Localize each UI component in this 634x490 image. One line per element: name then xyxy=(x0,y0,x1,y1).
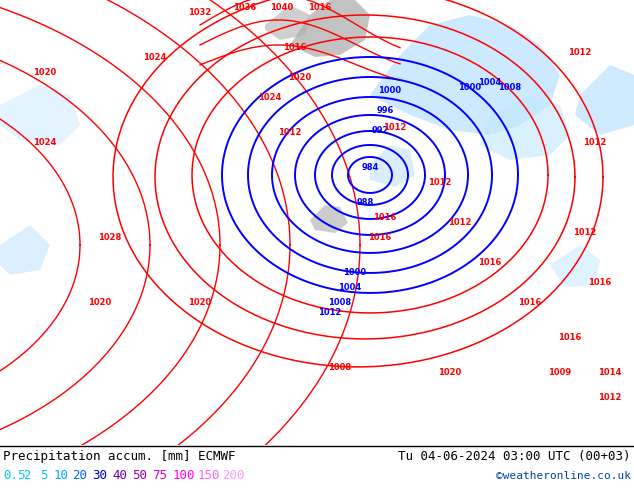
Text: 75: 75 xyxy=(152,469,167,482)
Text: 1000: 1000 xyxy=(458,83,482,92)
Polygon shape xyxy=(480,95,570,160)
Text: 1012: 1012 xyxy=(448,218,472,227)
Text: 1016: 1016 xyxy=(519,298,541,307)
Text: 996: 996 xyxy=(377,106,394,115)
Text: 1012: 1012 xyxy=(429,178,451,187)
Text: 1020: 1020 xyxy=(438,368,462,377)
Text: 1036: 1036 xyxy=(233,3,257,12)
Text: 988: 988 xyxy=(356,198,373,207)
Text: ©weatheronline.co.uk: ©weatheronline.co.uk xyxy=(496,471,631,481)
Polygon shape xyxy=(290,0,370,57)
Text: 1012: 1012 xyxy=(598,393,622,402)
Text: 1032: 1032 xyxy=(188,8,212,17)
Text: 1016: 1016 xyxy=(478,258,501,267)
Text: 1008: 1008 xyxy=(328,363,352,372)
Polygon shape xyxy=(550,245,600,287)
Polygon shape xyxy=(0,225,50,275)
Text: 150: 150 xyxy=(198,469,221,482)
Polygon shape xyxy=(575,65,634,135)
Text: 1012: 1012 xyxy=(384,123,406,132)
Text: 1009: 1009 xyxy=(548,368,572,377)
Text: 1016: 1016 xyxy=(308,3,332,12)
Text: 5: 5 xyxy=(40,469,48,482)
Text: 30: 30 xyxy=(92,469,107,482)
Text: 1012: 1012 xyxy=(573,228,597,237)
Text: 1020: 1020 xyxy=(188,298,212,307)
Text: 1024: 1024 xyxy=(34,138,56,147)
Text: 1020: 1020 xyxy=(34,68,56,77)
Text: 1020: 1020 xyxy=(288,73,312,82)
Text: 984: 984 xyxy=(361,163,378,172)
Text: 1012: 1012 xyxy=(318,308,342,317)
Text: 1008: 1008 xyxy=(328,298,352,307)
Text: 992: 992 xyxy=(372,126,389,135)
Polygon shape xyxy=(265,5,310,40)
Text: 1004: 1004 xyxy=(479,78,501,87)
Text: 1012: 1012 xyxy=(278,128,302,137)
Text: 1024: 1024 xyxy=(143,53,167,62)
Text: 1000: 1000 xyxy=(378,86,401,95)
Text: 1016: 1016 xyxy=(373,213,397,222)
Text: Precipitation accum. [mm] ECMWF: Precipitation accum. [mm] ECMWF xyxy=(3,450,235,463)
Text: 10: 10 xyxy=(54,469,69,482)
Text: 1020: 1020 xyxy=(88,298,112,307)
Text: Tu 04-06-2024 03:00 UTC (00+03): Tu 04-06-2024 03:00 UTC (00+03) xyxy=(399,450,631,463)
Text: 200: 200 xyxy=(222,469,245,482)
Text: 50: 50 xyxy=(132,469,147,482)
Text: 1012: 1012 xyxy=(568,48,592,57)
Text: 1016: 1016 xyxy=(559,333,581,342)
Text: 1008: 1008 xyxy=(498,83,522,92)
Text: 1004: 1004 xyxy=(339,283,361,292)
Text: 1024: 1024 xyxy=(258,93,281,102)
Text: 40: 40 xyxy=(112,469,127,482)
Polygon shape xyxy=(370,15,560,135)
Text: 1014: 1014 xyxy=(598,368,622,377)
Text: 1016: 1016 xyxy=(588,278,612,287)
Text: 20: 20 xyxy=(72,469,87,482)
Polygon shape xyxy=(0,85,80,145)
Text: 1016: 1016 xyxy=(368,233,392,242)
Text: 100: 100 xyxy=(173,469,195,482)
Text: 2: 2 xyxy=(23,469,30,482)
Text: 1012: 1012 xyxy=(583,138,607,147)
Text: 1028: 1028 xyxy=(98,233,122,242)
Text: 1040: 1040 xyxy=(270,3,294,12)
Polygon shape xyxy=(370,145,415,187)
Polygon shape xyxy=(310,205,348,233)
Text: 0.5: 0.5 xyxy=(3,469,25,482)
Text: 1016: 1016 xyxy=(283,43,307,52)
Text: 1000: 1000 xyxy=(344,268,366,277)
